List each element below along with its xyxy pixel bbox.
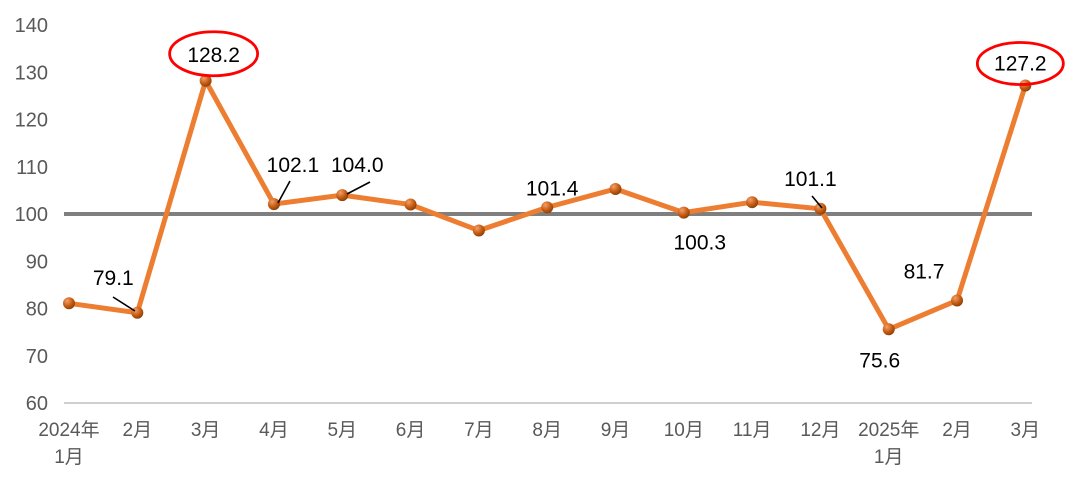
data-point-6月 <box>404 198 417 211</box>
data-label-81.7: 81.7 <box>904 260 945 283</box>
x-axis-tick-label-4月: 4月 <box>259 420 289 441</box>
x-axis-tick-label-2月: 2月 <box>942 420 972 441</box>
label-leader-line-101.1 <box>811 195 823 209</box>
x-axis-tick-label-7月: 7月 <box>464 420 494 441</box>
y-axis-tick-label-60: 60 <box>26 393 48 415</box>
y-axis-tick-label-110: 110 <box>16 157 48 179</box>
data-label-79.1: 79.1 <box>93 267 134 290</box>
x-axis-tick-label-8月: 8月 <box>532 420 562 441</box>
data-point-10月 <box>677 206 690 219</box>
x-axis-tick-label-9月: 9月 <box>601 420 631 441</box>
data-point-7月 <box>472 224 485 237</box>
data-label-101.4: 101.4 <box>526 177 579 200</box>
y-axis-tick-label-140: 140 <box>15 15 48 37</box>
label-leader-line-102.1 <box>277 180 291 204</box>
y-axis-tick-label-70: 70 <box>26 346 48 368</box>
data-label-100.3: 100.3 <box>674 232 727 255</box>
data-point-2月 <box>951 294 964 307</box>
x-axis-tick-label-10月: 10月 <box>664 420 704 441</box>
data-point-2025年1月 <box>882 323 895 336</box>
data-point-3月 <box>199 74 212 87</box>
label-leader-line-104.0 <box>346 181 371 195</box>
data-label-101.1: 101.1 <box>784 168 837 191</box>
y-axis-tick-label-90: 90 <box>26 251 48 273</box>
x-axis-tick-label-2月: 2月 <box>123 420 153 441</box>
data-point-11月 <box>746 196 759 209</box>
data-point-9月 <box>609 182 622 195</box>
x-axis-tick-label-2025年1月-line2: 1月 <box>874 447 904 468</box>
y-axis-tick-label-100: 100 <box>15 204 48 226</box>
data-point-5月 <box>336 189 349 202</box>
data-point-2024年1月 <box>63 297 75 310</box>
data-label-128.2: 128.2 <box>187 44 240 67</box>
x-axis-tick-label-3月: 3月 <box>191 420 221 441</box>
data-label-127.2: 127.2 <box>994 52 1047 75</box>
highlight-ellipse-128.2 <box>168 30 260 78</box>
label-leader-line-79.1 <box>112 296 136 312</box>
data-label-102.1: 102.1 <box>267 154 320 177</box>
x-axis-tick-label-2024年1月-line1: 2024年 <box>38 419 99 441</box>
x-axis-tick-label-12月: 12月 <box>800 420 840 441</box>
x-axis-tick-label-6月: 6月 <box>396 420 426 441</box>
data-point-2月 <box>131 306 144 319</box>
y-axis-tick-label-120: 120 <box>15 110 48 132</box>
x-axis-tick-label-3月: 3月 <box>1011 420 1041 441</box>
data-point-4月 <box>267 198 280 211</box>
y-axis-tick-label-80: 80 <box>26 299 48 321</box>
data-point-12月 <box>814 202 827 215</box>
x-axis-tick-label-5月: 5月 <box>327 420 357 441</box>
data-label-75.6: 75.6 <box>859 349 900 372</box>
highlight-ellipse-127.2 <box>975 41 1065 86</box>
y-axis-tick-label-130: 130 <box>15 62 48 84</box>
x-axis-tick-label-2024年1月-line2: 1月 <box>54 447 84 468</box>
data-point-8月 <box>541 201 554 214</box>
x-axis-tick-label-11月: 11月 <box>733 420 772 441</box>
data-label-104.0: 104.0 <box>331 154 384 177</box>
x-axis-tick-label-2025年1月-line1: 2025年 <box>858 419 919 441</box>
